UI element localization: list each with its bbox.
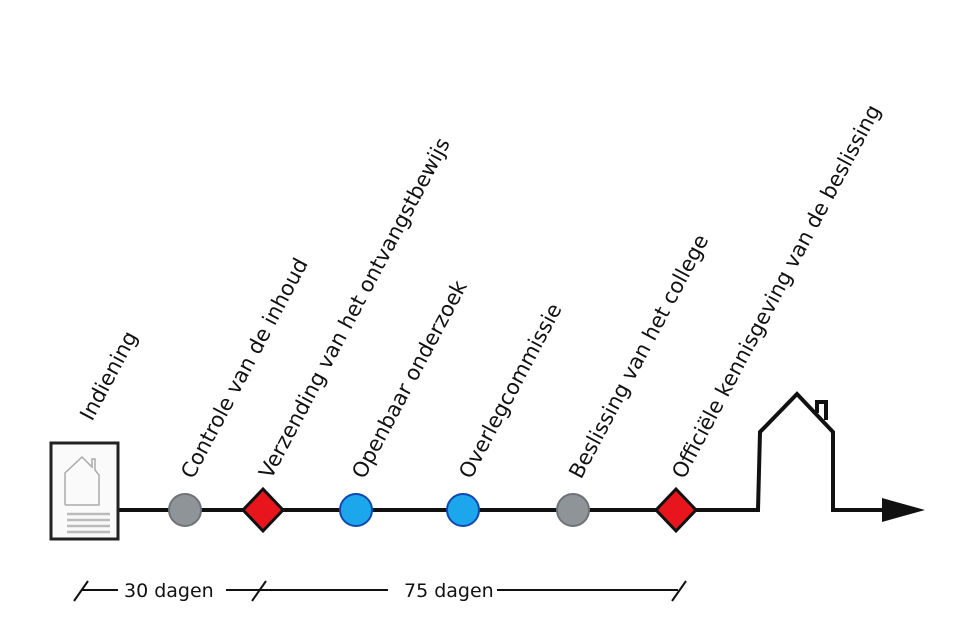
- document-icon: [49, 441, 120, 541]
- house-icon: [756, 391, 905, 512]
- step-marker-circle: [168, 493, 202, 527]
- tick-30: [251, 580, 267, 602]
- step-marker-circle: [339, 493, 373, 527]
- duration-75-label: 75 dagen: [404, 580, 494, 602]
- step-marker-circle: [556, 493, 590, 527]
- step-marker-circle: [446, 493, 480, 527]
- tick-start: [73, 580, 89, 602]
- step-label: Officiële kennisgeving van de beslissing: [667, 101, 885, 483]
- duration-bar: [73, 580, 687, 602]
- duration-30-label: 30 dagen: [124, 580, 214, 602]
- step-label: Overlegcommissie: [454, 299, 566, 482]
- chimney-icon: [815, 400, 828, 420]
- step-label: Indiening: [75, 327, 142, 424]
- step-marker-diamond: [240, 486, 286, 534]
- arrow-head-icon: [882, 498, 925, 522]
- step-marker-diamond: [653, 486, 699, 534]
- tick-105: [671, 580, 687, 602]
